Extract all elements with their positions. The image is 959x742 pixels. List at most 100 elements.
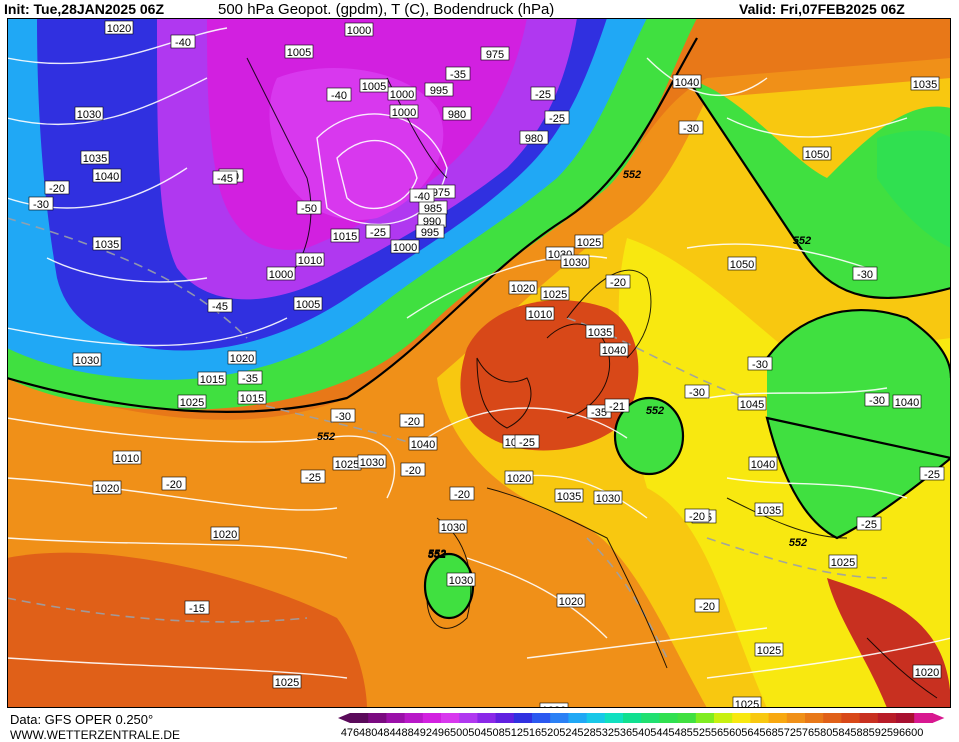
pressure-label: 1025 xyxy=(180,397,204,409)
pressure-label-box xyxy=(732,696,762,708)
pressure-label: 1020 xyxy=(507,473,531,485)
pressure-label: 1020 xyxy=(95,483,119,495)
temperature-label-box xyxy=(296,200,322,215)
pressure-label: 1030 xyxy=(596,493,620,505)
pressure-label: 1050 xyxy=(805,149,829,161)
legend-swatch xyxy=(386,713,406,723)
pressure-label: 1015 xyxy=(240,393,264,405)
pressure-label-box xyxy=(910,76,940,91)
pressure-label-box xyxy=(295,252,325,267)
temperature-label: -20 xyxy=(699,601,715,613)
pressure-label-box xyxy=(72,352,102,367)
legend-value: 532 xyxy=(596,727,614,739)
temperature-label: -15 xyxy=(189,603,205,615)
legend-swatch xyxy=(477,713,497,723)
temperature-label: -21 xyxy=(609,401,625,413)
legend-value: 508 xyxy=(486,727,504,739)
temperature-label: -35 xyxy=(242,373,258,385)
temperature-label-box xyxy=(605,274,631,289)
legend-swatch xyxy=(441,713,460,723)
pressure-label-box xyxy=(389,104,419,119)
temperature-label-box xyxy=(530,86,556,101)
temperature-label-box xyxy=(400,462,426,477)
temperature-label: -45 xyxy=(212,301,228,313)
legend-swatch xyxy=(695,713,715,723)
legend-value: 484 xyxy=(377,727,395,739)
legend-value: 556 xyxy=(705,727,723,739)
temperature-label: -30 xyxy=(857,269,873,281)
temperature-label-box xyxy=(684,508,710,523)
pressure-label: 1035 xyxy=(757,505,781,517)
temperature-label: -20 xyxy=(610,277,626,289)
pressure-label: 1040 xyxy=(895,397,919,409)
height-label: 552 xyxy=(646,405,664,417)
legend-value: 572 xyxy=(778,727,796,739)
pressure-label-box xyxy=(508,280,538,295)
height-label: 552 xyxy=(317,431,335,443)
pressure-label-box xyxy=(912,664,942,679)
legend-swatch xyxy=(404,713,424,723)
temperature-label-box xyxy=(852,266,878,281)
temperature-label-box xyxy=(544,110,570,125)
legend-swatch xyxy=(750,713,770,723)
legend-swatch xyxy=(714,713,733,723)
temperature-label-box xyxy=(326,87,352,102)
legend-swatch xyxy=(422,713,442,723)
legend-swatch xyxy=(495,713,515,723)
pressure-label: 1045 xyxy=(740,399,764,411)
legend-value: 476 xyxy=(341,727,359,739)
temperature-label-box xyxy=(28,196,54,211)
temperature-label-box xyxy=(170,34,196,49)
pressure-label: 985 xyxy=(424,203,442,215)
legend-swatch xyxy=(368,713,387,723)
height-label: 552 xyxy=(428,549,446,561)
pressure-label: 1005 xyxy=(362,81,386,93)
temperature-label: -50 xyxy=(301,203,317,215)
pressure-label-box xyxy=(408,436,438,451)
pressure-label: 1025 xyxy=(543,289,567,301)
temperature-label-box xyxy=(409,188,435,203)
temperature-label: -35 xyxy=(450,69,466,81)
height-label: 552 xyxy=(789,537,807,549)
pressure-label-box xyxy=(237,390,267,405)
pressure-label-box xyxy=(672,74,702,89)
legend-swatch xyxy=(786,713,806,723)
temperature-label-box xyxy=(856,516,882,531)
pressure-label: 1025 xyxy=(831,557,855,569)
pressure-label-box xyxy=(539,702,569,708)
legend-arrow-high xyxy=(932,713,945,723)
legend-swatch xyxy=(823,713,842,723)
pressure-label: 1050 xyxy=(730,259,754,271)
legend-swatch xyxy=(568,713,588,723)
temperature-label-box xyxy=(365,224,391,239)
temperature-label: -30 xyxy=(335,411,351,423)
pressure-label-box xyxy=(92,236,122,251)
pressure-label-box xyxy=(344,22,374,37)
temperature-label: -20 xyxy=(689,511,705,523)
pressure-label: 1030 xyxy=(75,355,99,367)
pressure-label-box xyxy=(112,450,142,465)
pressure-label: 1030 xyxy=(563,257,587,269)
pressure-label: 1025 xyxy=(275,677,299,689)
temperature-label-box xyxy=(330,408,356,423)
pressure-label: 980 xyxy=(525,133,543,145)
pressure-label-box xyxy=(284,44,314,59)
header-bar: Init: Tue,28JAN2025 06Z 500 hPa Geopot. … xyxy=(0,0,959,18)
temperature-label: -25 xyxy=(305,472,321,484)
legend-swatch xyxy=(604,713,624,723)
pressure-label: 1015 xyxy=(333,231,357,243)
temperature-label: -20 xyxy=(454,489,470,501)
temperature-label-box xyxy=(449,486,475,501)
legend-value: 496 xyxy=(432,727,450,739)
legend-value: 512 xyxy=(505,727,523,739)
pressure-label: 1025 xyxy=(577,237,601,249)
temperature-label: -30 xyxy=(689,387,705,399)
pressure-label: 1010 xyxy=(298,255,322,267)
weather-map: 1020 1000 1005 1000 975 995 1005 1000 980 980 975 9… xyxy=(7,18,951,708)
pressure-label: 1020 xyxy=(107,23,131,35)
temperature-label-box xyxy=(919,466,945,481)
pressure-label-box xyxy=(272,674,302,689)
pressure-label: 1035 xyxy=(588,327,612,339)
pressure-label: 1035 xyxy=(95,239,119,251)
pressure-label-box xyxy=(330,228,360,243)
